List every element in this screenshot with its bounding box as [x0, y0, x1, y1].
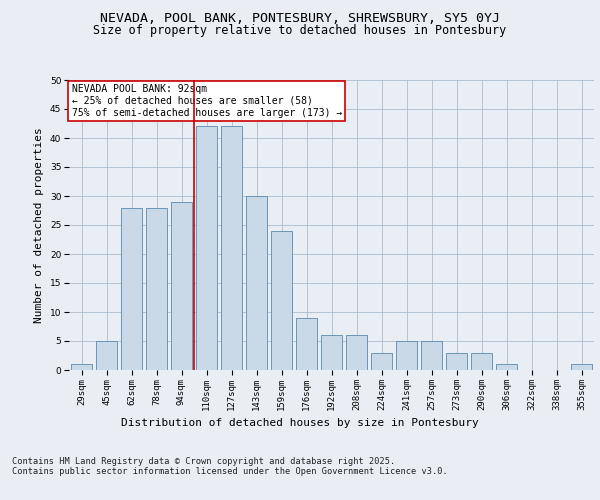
Bar — [396, 341, 417, 370]
Text: Contains HM Land Registry data © Crown copyright and database right 2025.: Contains HM Land Registry data © Crown c… — [12, 457, 395, 466]
Y-axis label: Number of detached properties: Number of detached properties — [34, 127, 44, 323]
Bar — [421, 341, 442, 370]
Text: NEVADA POOL BANK: 92sqm
← 25% of detached houses are smaller (58)
75% of semi-de: NEVADA POOL BANK: 92sqm ← 25% of detache… — [71, 84, 342, 117]
Bar — [171, 202, 192, 370]
Text: NEVADA, POOL BANK, PONTESBURY, SHREWSBURY, SY5 0YJ: NEVADA, POOL BANK, PONTESBURY, SHREWSBUR… — [100, 12, 500, 26]
Bar — [296, 318, 317, 370]
Bar — [271, 231, 292, 370]
Bar — [221, 126, 242, 370]
Bar — [446, 352, 467, 370]
Text: Size of property relative to detached houses in Pontesbury: Size of property relative to detached ho… — [94, 24, 506, 37]
Bar — [196, 126, 217, 370]
Bar — [471, 352, 492, 370]
Bar — [371, 352, 392, 370]
Bar — [571, 364, 592, 370]
Bar — [96, 341, 117, 370]
Text: Distribution of detached houses by size in Pontesbury: Distribution of detached houses by size … — [121, 418, 479, 428]
Text: Contains public sector information licensed under the Open Government Licence v3: Contains public sector information licen… — [12, 467, 448, 476]
Bar — [321, 335, 342, 370]
Bar — [496, 364, 517, 370]
Bar — [121, 208, 142, 370]
Bar — [146, 208, 167, 370]
Bar — [346, 335, 367, 370]
Bar — [246, 196, 267, 370]
Bar — [71, 364, 92, 370]
